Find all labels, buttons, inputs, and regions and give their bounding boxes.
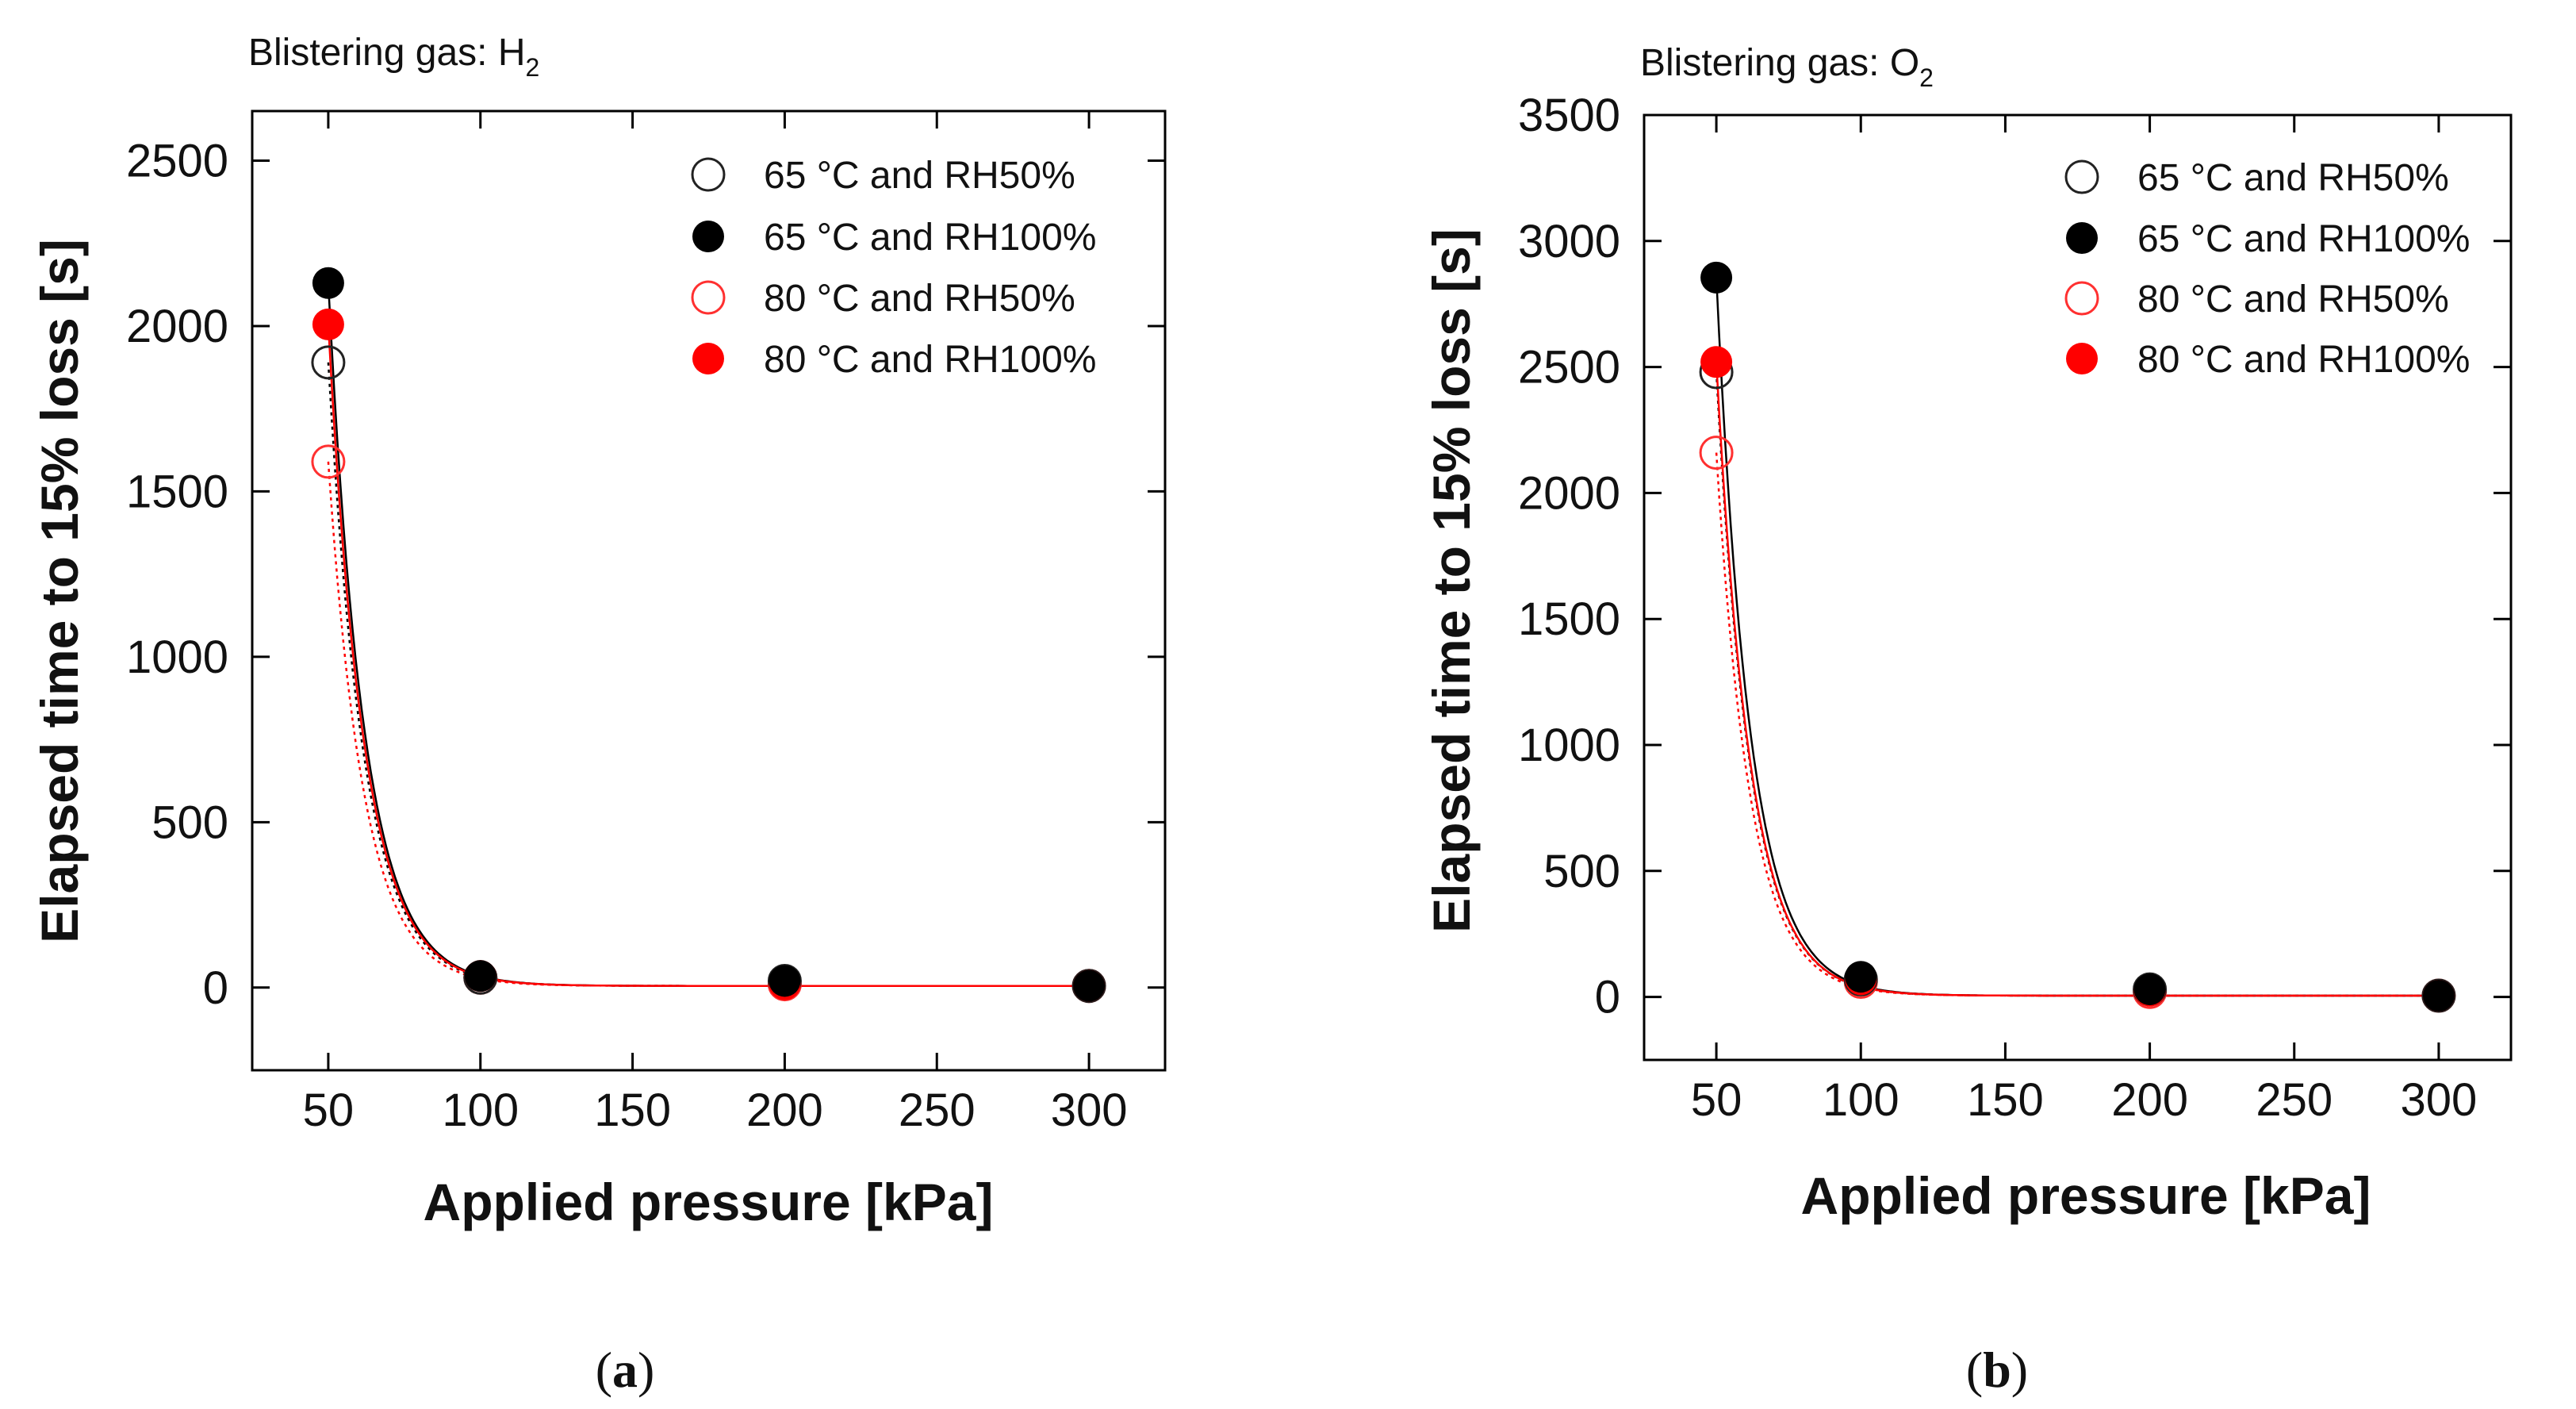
y-tick-label-b-5: 2500 xyxy=(1518,342,1620,394)
point-b-s1-0 xyxy=(1700,261,1733,294)
x-tick-label-a-0: 50 xyxy=(303,1085,355,1136)
point-a-s0-0 xyxy=(311,345,346,380)
y-tick-label-b-4: 2000 xyxy=(1518,467,1620,519)
x-tick-label-a-3: 200 xyxy=(746,1085,823,1136)
x-tick-label-a-5: 300 xyxy=(1051,1085,1128,1136)
legend-label-a-2: 80 °C and RH50% xyxy=(764,278,1075,320)
point-a-s1-0 xyxy=(312,267,344,299)
x-axis-label-b: Applied pressure [kPa] xyxy=(1801,1166,2371,1225)
x-tick-label-b-1: 100 xyxy=(1823,1074,1899,1126)
fit-curve-a-2 xyxy=(327,461,1090,987)
point-a-s1-1 xyxy=(464,960,496,992)
point-a-s3-0 xyxy=(312,308,344,340)
legend-label-b-0: 65 °C and RH50% xyxy=(2137,157,2449,199)
fit-curve-a-1 xyxy=(327,282,1090,987)
point-b-s1-3 xyxy=(2422,980,2455,1012)
chart-panel-a: Blistering gas: H2 05001000150020002500 … xyxy=(30,32,1167,1398)
panel-label-a: (a) xyxy=(596,1342,655,1398)
y-tick-label-a-3: 1500 xyxy=(126,466,228,517)
y-tick-label-a-2: 1000 xyxy=(126,632,228,683)
legend-marker-b-2 xyxy=(2064,281,2099,316)
panel-label-b: (b) xyxy=(1966,1342,2028,1398)
y-tick-label-b-3: 1500 xyxy=(1518,593,1620,645)
fit-curve-b-0 xyxy=(1715,371,2439,997)
legend-marker-b-1 xyxy=(2066,222,2098,254)
fit-curve-a-3 xyxy=(327,324,1090,987)
point-b-s2-0 xyxy=(1699,436,1734,470)
x-tick-label-a-4: 250 xyxy=(899,1085,976,1136)
fit-curve-b-1 xyxy=(1715,277,2439,997)
legend-b: 65 °C and RH50% 65 °C and RH100% 80 °C a… xyxy=(2064,157,2470,381)
y-tick-label-a-0: 0 xyxy=(203,962,228,1014)
point-a-s1-2 xyxy=(769,965,801,997)
y-axis-label-a: Elapsed time to 15% loss [s] xyxy=(30,239,89,943)
y-tick-label-b-1: 500 xyxy=(1543,846,1620,897)
legend-label-a-0: 65 °C and RH50% xyxy=(764,155,1075,197)
legend-marker-a-2 xyxy=(691,280,726,315)
x-tick-label-b-0: 50 xyxy=(1691,1074,1742,1126)
x-tick-label-b-4: 250 xyxy=(2256,1074,2333,1126)
y-tick-label-b-0: 0 xyxy=(1595,972,1620,1023)
legend-marker-a-1 xyxy=(692,221,724,252)
y-tick-label-a-1: 500 xyxy=(151,797,228,848)
fit-curve-b-3 xyxy=(1715,362,2439,997)
x-tick-label-a-1: 100 xyxy=(442,1085,519,1136)
point-b-s1-1 xyxy=(1845,961,1877,993)
x-tick-label-a-2: 150 xyxy=(594,1085,671,1136)
legend-label-a-3: 80 °C and RH100% xyxy=(764,339,1096,381)
point-b-s3-0 xyxy=(1700,346,1733,378)
x-tick-label-b-5: 300 xyxy=(2401,1074,2478,1126)
y-tick-label-a-4: 2000 xyxy=(126,301,228,352)
fit-curve-a-0 xyxy=(327,362,1090,987)
legend-marker-a-0 xyxy=(691,157,726,192)
x-tick-label-b-3: 200 xyxy=(2111,1074,2188,1126)
legend-marker-a-3 xyxy=(692,343,724,374)
legend-label-b-3: 80 °C and RH100% xyxy=(2137,339,2470,381)
gas-title-b: Blistering gas: O2 xyxy=(1640,42,1934,92)
point-a-s1-3 xyxy=(1073,969,1106,1002)
point-b-s1-2 xyxy=(2133,973,2166,1006)
legend-label-b-2: 80 °C and RH50% xyxy=(2137,278,2449,321)
y-tick-label-b-2: 1000 xyxy=(1518,720,1620,771)
legend-a: 65 °C and RH50% 65 °C and RH100% 80 °C a… xyxy=(691,155,1096,381)
legend-marker-b-3 xyxy=(2066,343,2098,374)
point-a-s2-0 xyxy=(311,444,346,479)
x-tick-label-b-2: 150 xyxy=(1967,1074,2044,1126)
y-tick-label-b-7: 3500 xyxy=(1518,90,1620,141)
y-axis-label-b: Elapsed time to 15% loss [s] xyxy=(1422,228,1481,933)
fit-curve-b-2 xyxy=(1715,452,2439,997)
plot-frame-b xyxy=(1643,113,2513,1062)
legend-marker-b-0 xyxy=(2064,159,2099,194)
legend-label-b-1: 65 °C and RH100% xyxy=(2137,218,2470,260)
plot-frame-a xyxy=(251,109,1167,1072)
legend-label-a-1: 65 °C and RH100% xyxy=(764,217,1096,259)
chart-panel-b: Blistering gas: O2 0 500 1000 1500 2000 2500 3… xyxy=(1422,42,2513,1398)
y-tick-label-a-5: 2500 xyxy=(126,136,228,187)
x-axis-label-a: Applied pressure [kPa] xyxy=(424,1173,994,1231)
y-tick-label-b-6: 3000 xyxy=(1518,216,1620,267)
gas-title-a: Blistering gas: H2 xyxy=(248,32,539,82)
